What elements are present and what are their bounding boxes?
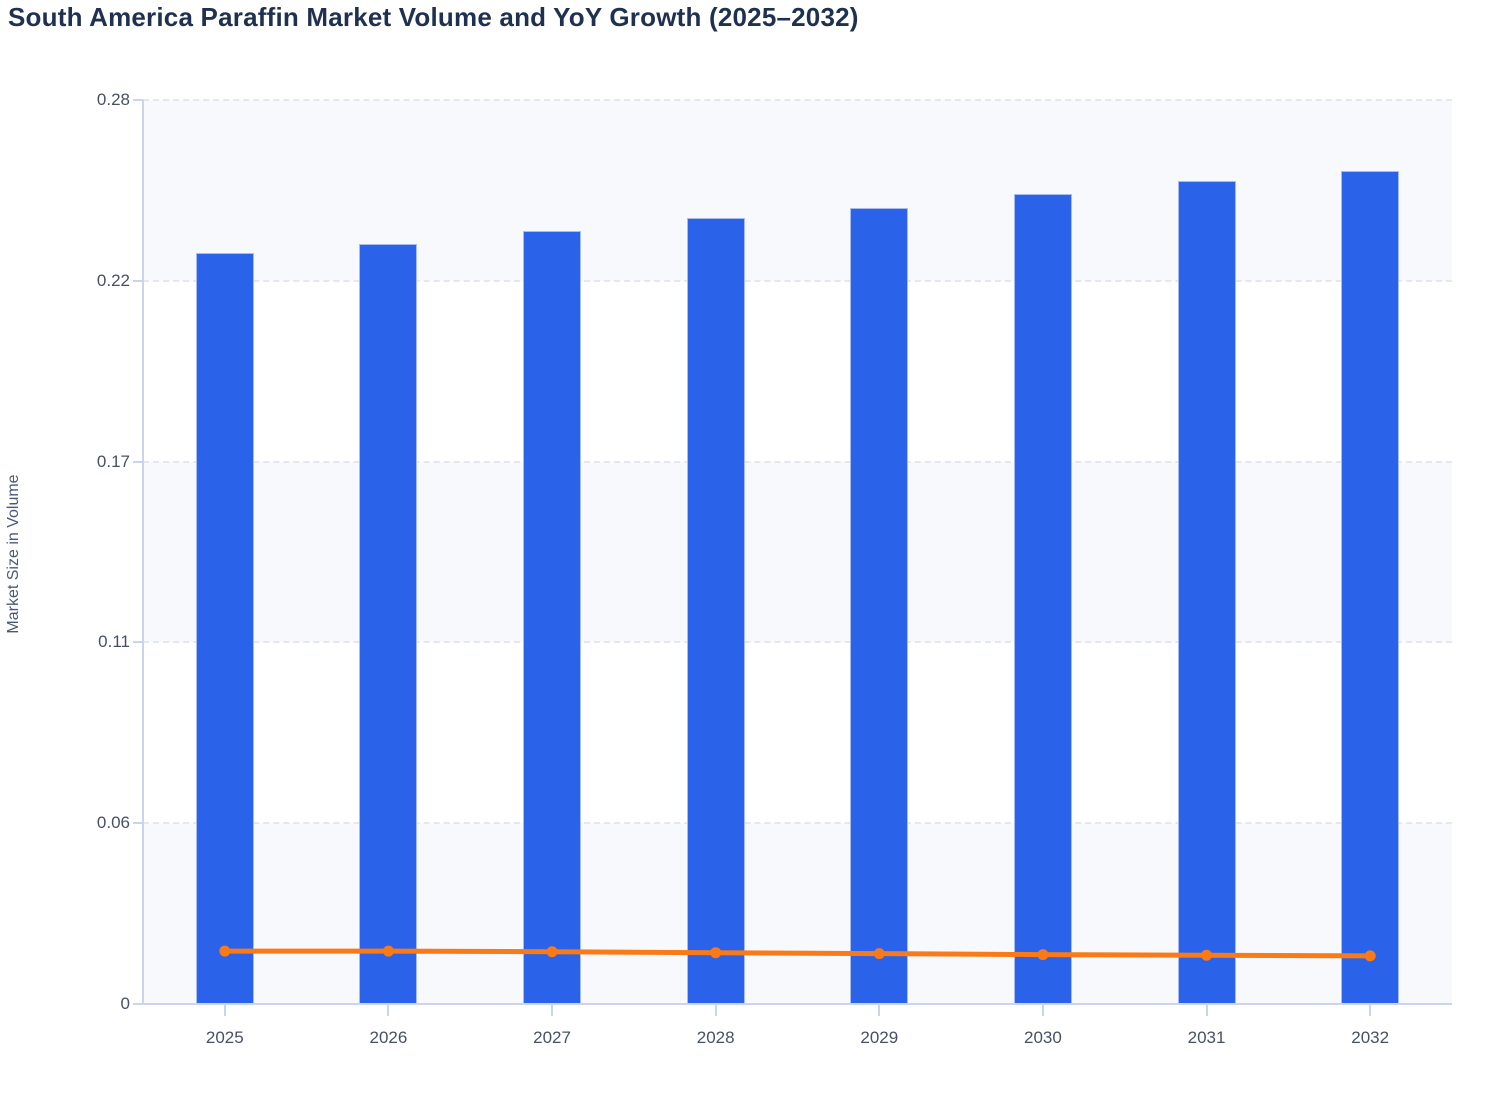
y-tick-mark (133, 460, 143, 463)
y-tick-label: 0.28 (96, 90, 130, 109)
gridline (143, 279, 1452, 282)
x-tick-mark (551, 1005, 554, 1016)
bar-2029[interactable] (850, 208, 909, 1004)
plot-band (143, 461, 1452, 643)
plot-band (143, 642, 1452, 824)
x-axis-line (133, 1003, 1452, 1005)
y-tick-mark (133, 641, 143, 644)
bar-2031[interactable] (1177, 180, 1236, 1004)
gridline (143, 822, 1452, 825)
y-tick-label: 0.17 (96, 451, 130, 471)
x-tick-label-2032: 2032 (1351, 1028, 1390, 1047)
x-tick-label-2027: 2027 (533, 1028, 571, 1047)
gridline (143, 641, 1452, 644)
gridline (143, 460, 1452, 463)
y-tick-label: 0.22 (96, 270, 130, 290)
x-tick-mark (1205, 1005, 1208, 1016)
x-tick-mark (1041, 1005, 1044, 1016)
y-tick-label: 0.11 (98, 632, 130, 652)
plot-band (143, 280, 1452, 462)
bar-2032[interactable] (1341, 171, 1400, 1004)
y-tick-label: 0 (120, 994, 130, 1013)
bar-2030[interactable] (1013, 193, 1072, 1004)
x-tick-mark (878, 1005, 881, 1016)
y-tick-label: 0.06 (96, 813, 130, 833)
y-tick-mark (133, 279, 143, 282)
bar-2028[interactable] (686, 217, 745, 1004)
x-tick-mark (387, 1005, 390, 1016)
gridline (143, 99, 1452, 101)
x-tick-label-2029: 2029 (860, 1028, 899, 1047)
plot-area (143, 99, 1452, 1004)
plot-band (143, 100, 1452, 281)
y-tick-mark (133, 822, 143, 825)
x-tick-mark (714, 1005, 717, 1016)
y-axis-title: Market Size in Volume (5, 474, 22, 634)
bar-2027[interactable] (523, 230, 582, 1004)
x-tick-label-2026: 2026 (369, 1028, 408, 1047)
y-axis-line (142, 100, 144, 1004)
x-tick-label-2030: 2030 (1024, 1028, 1062, 1047)
y-tick-mark (133, 99, 143, 101)
x-tick-label-2025: 2025 (205, 1028, 244, 1047)
x-tick-mark (1369, 1005, 1372, 1016)
chart-title: South America Paraffin Market Volume and… (8, 2, 859, 32)
x-tick-mark (223, 1005, 226, 1016)
x-tick-label-2028: 2028 (696, 1028, 735, 1047)
bar-2025[interactable] (195, 253, 254, 1004)
plot-band (143, 823, 1452, 1004)
x-tick-label-2031: 2031 (1187, 1028, 1226, 1047)
bar-2026[interactable] (359, 243, 418, 1004)
